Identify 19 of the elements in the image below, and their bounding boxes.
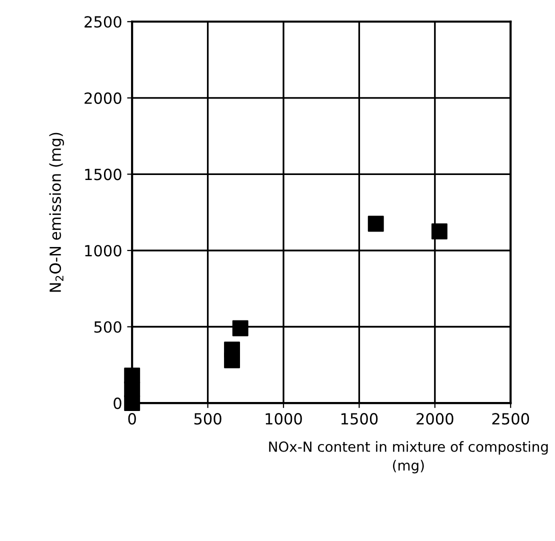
y-tick-label: 1500	[85, 168, 122, 180]
point	[124, 368, 140, 384]
y-tick-label: 2000	[84, 92, 122, 104]
point	[431, 223, 448, 240]
point	[224, 342, 240, 358]
x-axis-title: NOx-N content in mixture of composting (mg)	[269, 441, 548, 474]
x-tick-label: 500	[194, 413, 222, 425]
y-axis-title: N$_{2}$O-N emission (mg)	[49, 132, 64, 292]
point	[368, 216, 384, 232]
y-tick-label: 500	[94, 321, 122, 333]
y-tick-label: 2500	[84, 16, 122, 28]
x-tick-label: 0	[128, 413, 136, 425]
x-tick-label: 2500	[492, 413, 530, 425]
y-tick-label: 1000	[85, 244, 122, 257]
x-tick-label: 2000	[416, 413, 454, 425]
point	[232, 320, 248, 336]
x-tick-label: 1500	[341, 413, 378, 425]
y-tick-label: 0	[114, 398, 122, 410]
x-tick-label: 1000	[266, 413, 302, 425]
